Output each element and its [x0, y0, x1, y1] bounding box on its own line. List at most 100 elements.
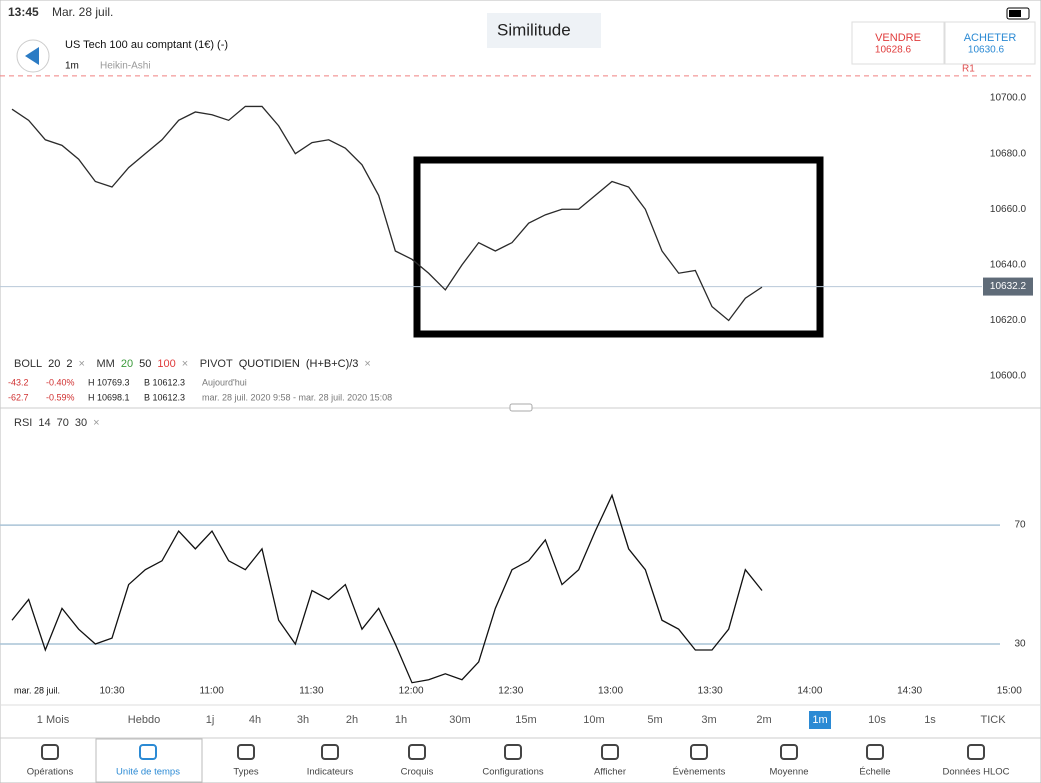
rsi-param: 30: [75, 417, 87, 429]
timeframe[interactable]: 1s: [924, 714, 936, 726]
x-tick-label: 14:30: [897, 686, 922, 697]
x-tick-label: 15:00: [997, 686, 1022, 697]
timeframe[interactable]: 1h: [395, 714, 407, 726]
indicator-param: 2: [66, 358, 72, 370]
toolbar-label[interactable]: Opérations: [27, 767, 74, 778]
pivot-label: R1: [962, 63, 975, 74]
sell-label: VENDRE: [875, 32, 921, 44]
toolbar-icon: [866, 744, 884, 760]
rsi-close[interactable]: ×: [93, 417, 99, 429]
timeframe[interactable]: 4h: [249, 714, 261, 726]
indicator-name: BOLL: [14, 358, 42, 370]
last-price-tag: [983, 277, 1033, 296]
toolbar-label[interactable]: Configurations: [482, 767, 544, 778]
x-tick-label: 11:30: [299, 686, 324, 697]
status-time: 13:45: [8, 5, 39, 19]
y-tick-label: 10700.0: [990, 93, 1027, 104]
stat: B 10612.3: [144, 392, 185, 402]
y-tick-label: 10640.0: [990, 260, 1027, 271]
x-tick-label: 14:00: [797, 686, 822, 697]
timeframe[interactable]: 3m: [701, 714, 716, 726]
toolbar-icon: [967, 744, 985, 760]
timeframe[interactable]: 10m: [583, 714, 604, 726]
toolbar-label[interactable]: Données HLOC: [942, 767, 1009, 778]
toolbar-icon: [504, 744, 522, 760]
timeframe: 1m: [65, 61, 79, 72]
indicator-param: 20: [48, 358, 60, 370]
toolbar-label[interactable]: Évènements: [673, 767, 726, 778]
toolbar-label[interactable]: Unité de temps: [116, 767, 180, 778]
toolbar-label[interactable]: Afficher: [594, 767, 626, 778]
indicator-close[interactable]: ×: [364, 358, 370, 370]
buy-price: 10630.6: [968, 45, 1005, 56]
y-tick-label: 10660.0: [990, 204, 1027, 215]
data-line: [11, 493, 763, 684]
timeframe[interactable]: 15m: [515, 714, 536, 726]
indicator-param: QUOTIDIEN: [239, 358, 300, 370]
toolbar-icon: [321, 744, 339, 760]
buy-button[interactable]: [944, 21, 1036, 65]
toolbar-icon: [408, 744, 426, 760]
timeframe[interactable]: 2h: [346, 714, 358, 726]
y-tick-label: 10680.0: [990, 148, 1027, 159]
toolbar-icon: [237, 744, 255, 760]
tab[interactable]: [487, 13, 601, 48]
toolbar-icon: [139, 744, 157, 760]
battery-level: [1009, 10, 1021, 17]
indicator-close[interactable]: ×: [79, 358, 85, 370]
x-tick-label: 13:30: [698, 686, 723, 697]
x-tick-label: 12:00: [399, 686, 424, 697]
stat: -0.40%: [46, 377, 75, 387]
timeframe[interactable]: 2m: [756, 714, 771, 726]
indicator-close[interactable]: ×: [182, 358, 188, 370]
timeframe-active: [809, 711, 831, 729]
toolbar-label[interactable]: Moyenne: [769, 767, 808, 778]
timeframe[interactable]: 1j: [206, 714, 215, 726]
timeframe[interactable]: 30m: [449, 714, 470, 726]
x-tick-label: mar. 28 juil.: [14, 685, 60, 695]
y-tick-label: 10600.0: [990, 371, 1027, 382]
y-tick-label: 30: [1014, 639, 1026, 650]
toolbar-label[interactable]: Types: [233, 767, 259, 778]
data-line: [11, 105, 763, 322]
stat: B 10612.3: [144, 377, 185, 387]
stat: -43.2: [8, 377, 29, 387]
rsi-param: 70: [57, 417, 69, 429]
toolbar-icon: [780, 744, 798, 760]
panel-handle[interactable]: [509, 403, 533, 412]
sell-button[interactable]: [851, 21, 945, 65]
indicator-param: 100: [157, 358, 175, 370]
toolbar-label[interactable]: Indicateurs: [307, 767, 354, 778]
chart-style: Heikin-Ashi: [100, 61, 151, 72]
toolbar-icon: [690, 744, 708, 760]
timeframe[interactable]: 10s: [868, 714, 886, 726]
indicator-param: 50: [139, 358, 151, 370]
stat: H 10698.1: [88, 392, 130, 402]
y-tick-label: 10620.0: [990, 315, 1027, 326]
timeframe[interactable]: 3h: [297, 714, 309, 726]
timeframe[interactable]: 5m: [647, 714, 662, 726]
toolbar-active: [95, 738, 203, 783]
x-tick-label: 13:00: [598, 686, 623, 697]
rsi-name: RSI: [14, 417, 32, 429]
timeframe[interactable]: Hebdo: [128, 714, 160, 726]
stat: Aujourd'hui: [202, 377, 247, 387]
x-tick-label: 10:30: [99, 686, 124, 697]
stat: mar. 28 juil. 2020 9:58 - mar. 28 juil. …: [202, 392, 392, 402]
indicator-param: 20: [121, 358, 133, 370]
toolbar-icon: [601, 744, 619, 760]
battery: [1006, 7, 1030, 20]
buy-label: ACHETER: [964, 32, 1017, 44]
instrument-name: US Tech 100 au comptant (1€) (-): [65, 39, 228, 51]
timeframe[interactable]: TICK: [980, 714, 1006, 726]
indicator-name: MM: [97, 358, 115, 370]
timeframe[interactable]: 1m: [812, 714, 827, 726]
timeframe[interactable]: 1 Mois: [37, 714, 70, 726]
highlight-box: [413, 156, 824, 338]
toolbar-label[interactable]: Échelle: [859, 767, 890, 778]
toolbar-label[interactable]: Croquis: [401, 767, 434, 778]
y-tick-label: 70: [1014, 520, 1026, 531]
stat: -62.7: [8, 392, 29, 402]
